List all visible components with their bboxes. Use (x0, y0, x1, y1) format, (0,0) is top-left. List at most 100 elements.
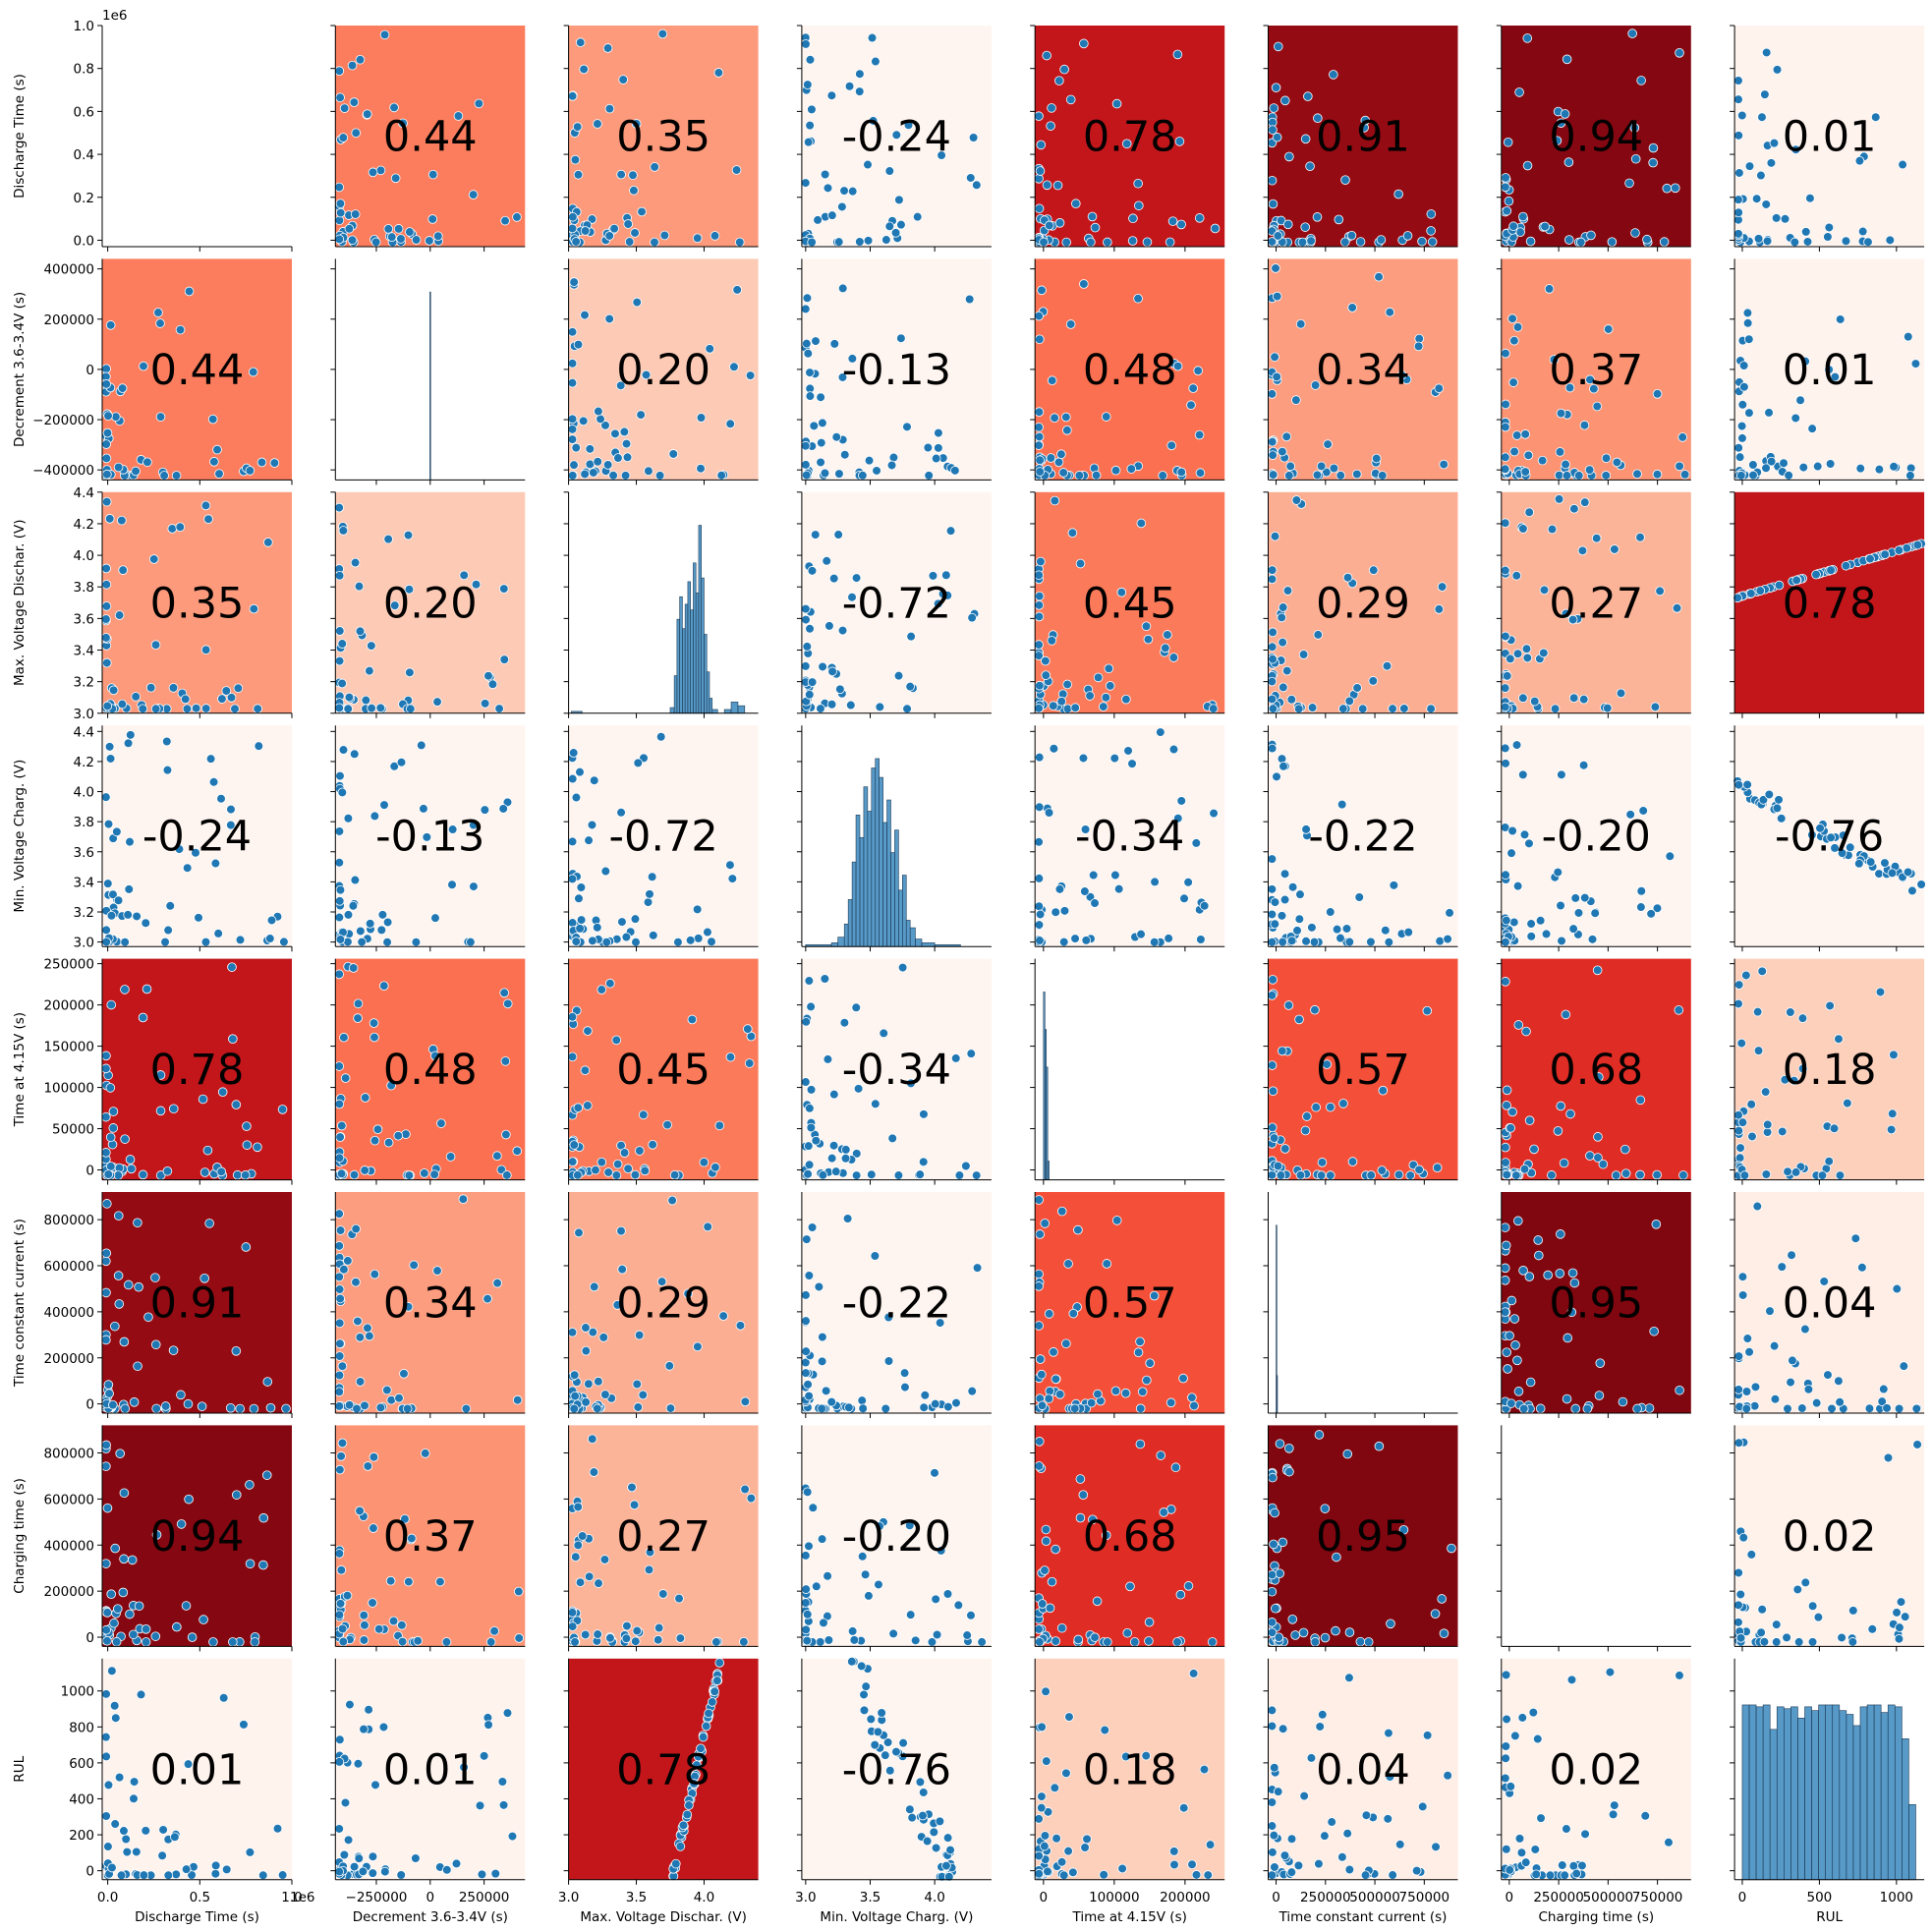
scatter-point (1445, 908, 1454, 918)
correlation-label: 0.34 (383, 1279, 478, 1329)
scatter-point (1269, 1539, 1279, 1550)
scatter-point (1080, 824, 1091, 834)
y-tick-label: 3.0 (74, 707, 94, 722)
correlation-label: 0.95 (1549, 1279, 1643, 1329)
scatter-point (1269, 103, 1279, 113)
scatter-point (807, 1222, 818, 1232)
scatter-point (873, 1727, 883, 1737)
scatter-point (1751, 194, 1762, 203)
scatter-point (802, 1610, 813, 1619)
scatter-point (214, 469, 224, 479)
scatter-point (272, 1823, 283, 1834)
scatter-point (1443, 934, 1452, 944)
scatter-point (1566, 1675, 1577, 1685)
scatter-point (1271, 263, 1280, 273)
scatter-point (1043, 1807, 1053, 1817)
scatter-point (1267, 1618, 1278, 1627)
scatter-point (1168, 1847, 1179, 1856)
scatter-point (637, 206, 647, 217)
scatter-point (176, 1519, 187, 1529)
scatter-point (1905, 471, 1915, 481)
scatter-point (355, 1506, 365, 1516)
scatter-point (1584, 465, 1595, 475)
scatter-point (1894, 1633, 1904, 1644)
scatter-point (347, 235, 358, 246)
correlation-background (1268, 1425, 1458, 1647)
scatter-point (588, 936, 597, 946)
scatter-point (1761, 199, 1772, 209)
scatter-point (1300, 222, 1310, 232)
scatter-point (1655, 586, 1665, 597)
scatter-point (1508, 377, 1518, 387)
correlation-label: 0.37 (1549, 346, 1643, 395)
scatter-point (905, 1804, 915, 1815)
scatter-point (108, 889, 118, 899)
scatter-point (1058, 468, 1068, 478)
scatter-point (612, 1300, 623, 1310)
scatter-point (746, 1493, 757, 1504)
scatter-point (1603, 324, 1614, 334)
scatter-point (1792, 1584, 1803, 1595)
scatter-point (1063, 1259, 1073, 1269)
scatter-point (739, 1636, 749, 1647)
scatter-point (1168, 744, 1179, 755)
scatter-point (1797, 1063, 1808, 1074)
scatter-point (103, 819, 114, 829)
scatter-point (1186, 400, 1196, 411)
scatter-point (1841, 560, 1851, 571)
scatter-point (150, 1339, 161, 1350)
scatter-point (104, 742, 115, 752)
panel-5-3: -0.22 (796, 1192, 992, 1418)
scatter-point (338, 526, 349, 536)
scatter-point (121, 1834, 131, 1845)
scatter-point (1518, 211, 1528, 222)
scatter-point (575, 37, 586, 48)
scatter-point (685, 936, 696, 945)
y-tick-label: 3.0 (74, 936, 94, 951)
x-axis-label: Min. Voltage Charg. (V) (820, 1909, 973, 1925)
scatter-point (600, 421, 610, 430)
y-tick-label: 100000 (43, 1081, 94, 1097)
scatter-point (419, 804, 428, 814)
scatter-point (1070, 934, 1080, 943)
correlation-label: 0.48 (1083, 346, 1177, 395)
scatter-point (653, 1634, 663, 1645)
scatter-point (1554, 494, 1564, 504)
scatter-point (458, 1194, 469, 1205)
hist-bar (1797, 1718, 1805, 1881)
scatter-point (210, 858, 221, 869)
scatter-point (199, 1274, 209, 1283)
scatter-point (343, 1256, 353, 1266)
scatter-point (101, 1248, 112, 1259)
scatter-point (847, 186, 858, 197)
scatter-point (1101, 692, 1111, 703)
scatter-point (941, 570, 951, 581)
scatter-point (108, 1399, 118, 1410)
scatter-point (744, 1058, 755, 1068)
correlation-background (1035, 1192, 1225, 1413)
correlation-background (102, 1192, 292, 1413)
scatter-point (1034, 1195, 1044, 1205)
scatter-point (1326, 1102, 1335, 1112)
scatter-point (924, 471, 934, 481)
scatter-point (1501, 977, 1510, 987)
scatter-point (353, 1013, 363, 1023)
panel-2-4: 0.45 (1030, 491, 1225, 718)
scatter-point (644, 1564, 654, 1575)
scatter-point (1508, 221, 1518, 232)
scatter-point (101, 1811, 111, 1821)
scatter-point (343, 1835, 354, 1846)
scatter-point (1557, 936, 1566, 946)
scatter-point (1054, 218, 1065, 228)
scatter-point (427, 169, 438, 180)
scatter-point (1524, 507, 1534, 518)
scatter-point (1268, 125, 1278, 135)
scatter-point (1898, 159, 1907, 170)
scatter-point (334, 1061, 345, 1071)
scatter-point (835, 684, 845, 695)
scatter-point (1144, 1636, 1154, 1646)
scatter-point (337, 787, 348, 798)
